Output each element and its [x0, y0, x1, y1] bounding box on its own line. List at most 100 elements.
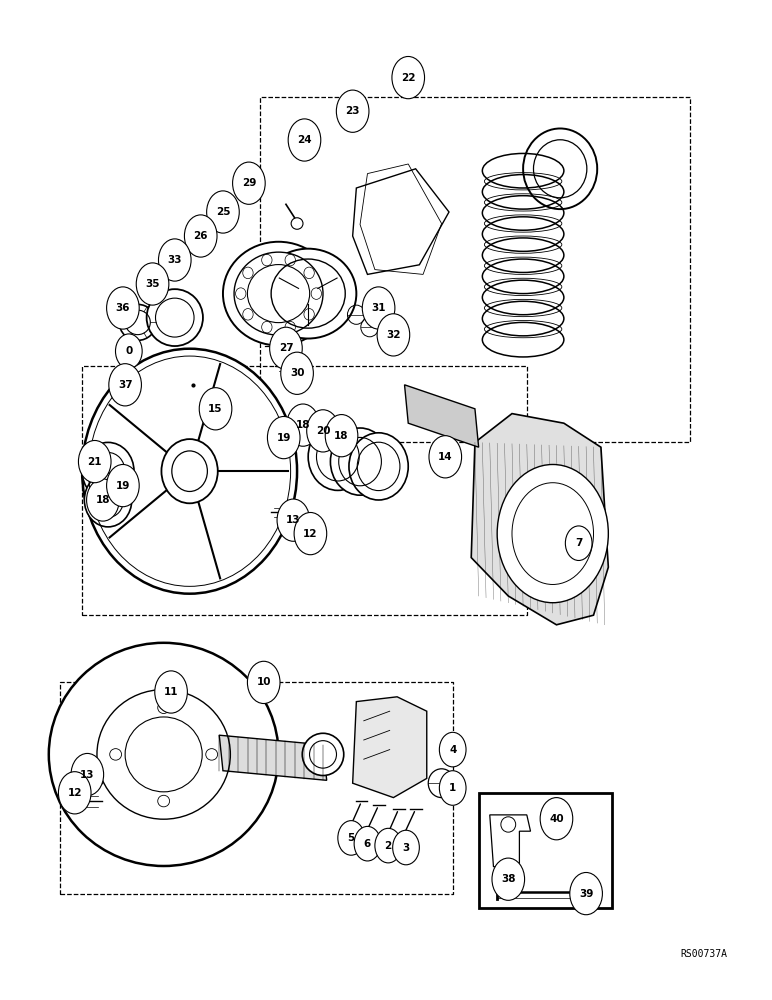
Circle shape: [540, 798, 573, 840]
Text: 19: 19: [116, 481, 130, 491]
Ellipse shape: [260, 249, 357, 339]
Text: 18: 18: [96, 495, 110, 505]
Text: 26: 26: [194, 231, 208, 241]
Circle shape: [392, 56, 425, 99]
Circle shape: [116, 334, 142, 368]
Ellipse shape: [291, 218, 303, 229]
Ellipse shape: [161, 439, 218, 503]
Text: 20: 20: [316, 426, 330, 436]
Circle shape: [439, 732, 466, 767]
Polygon shape: [489, 815, 530, 867]
Ellipse shape: [544, 806, 568, 831]
Circle shape: [59, 772, 91, 814]
Circle shape: [306, 410, 340, 452]
Text: 3: 3: [402, 843, 410, 853]
Circle shape: [377, 314, 410, 356]
Circle shape: [439, 771, 466, 805]
Circle shape: [158, 239, 191, 281]
Ellipse shape: [349, 433, 408, 500]
Text: 13: 13: [286, 515, 300, 525]
Circle shape: [107, 464, 139, 507]
Ellipse shape: [84, 473, 132, 527]
Circle shape: [338, 821, 364, 855]
Ellipse shape: [303, 733, 344, 776]
Text: 38: 38: [501, 874, 516, 884]
Circle shape: [286, 404, 320, 446]
Ellipse shape: [497, 464, 608, 603]
Text: 32: 32: [386, 330, 401, 340]
Circle shape: [79, 440, 111, 483]
Circle shape: [267, 416, 300, 459]
Circle shape: [185, 215, 217, 257]
Ellipse shape: [223, 242, 334, 345]
Circle shape: [362, 287, 395, 329]
Text: 15: 15: [208, 404, 223, 414]
Circle shape: [281, 352, 313, 394]
Circle shape: [429, 436, 462, 478]
Polygon shape: [405, 385, 479, 447]
Text: 13: 13: [80, 770, 95, 780]
Text: 23: 23: [345, 106, 360, 116]
Circle shape: [154, 671, 188, 713]
Text: 6: 6: [364, 839, 371, 849]
Text: 0: 0: [125, 346, 133, 356]
Circle shape: [232, 162, 266, 204]
Text: 27: 27: [279, 343, 293, 353]
Text: 18: 18: [334, 431, 349, 441]
Text: 14: 14: [438, 452, 452, 462]
Circle shape: [288, 119, 321, 161]
Text: RS00737A: RS00737A: [680, 949, 727, 959]
Text: 25: 25: [215, 207, 230, 217]
Text: 12: 12: [303, 529, 317, 539]
Circle shape: [325, 415, 358, 457]
Ellipse shape: [49, 643, 279, 866]
Text: 19: 19: [276, 433, 291, 443]
Polygon shape: [353, 697, 427, 798]
Polygon shape: [353, 169, 449, 274]
Text: 39: 39: [579, 889, 594, 899]
Text: 29: 29: [242, 178, 256, 188]
Text: 33: 33: [168, 255, 182, 265]
Text: 4: 4: [449, 745, 456, 755]
Text: 10: 10: [256, 677, 271, 687]
Ellipse shape: [308, 423, 367, 490]
Text: 1: 1: [449, 783, 456, 793]
Text: 18: 18: [296, 420, 310, 430]
Text: 40: 40: [549, 814, 564, 824]
Circle shape: [570, 872, 602, 915]
Ellipse shape: [330, 428, 390, 495]
Text: 5: 5: [347, 833, 355, 843]
Circle shape: [86, 479, 119, 521]
Ellipse shape: [82, 442, 134, 500]
Polygon shape: [219, 735, 327, 780]
Circle shape: [109, 364, 141, 406]
Text: 21: 21: [87, 457, 102, 467]
Text: 31: 31: [371, 303, 386, 313]
Circle shape: [71, 753, 103, 796]
Text: 24: 24: [297, 135, 312, 145]
Circle shape: [199, 388, 232, 430]
Circle shape: [247, 661, 280, 704]
Text: 22: 22: [401, 73, 415, 83]
FancyBboxPatch shape: [479, 793, 612, 908]
Ellipse shape: [82, 349, 297, 594]
Circle shape: [337, 90, 369, 132]
Circle shape: [136, 263, 169, 305]
Circle shape: [375, 828, 401, 863]
Circle shape: [294, 512, 327, 555]
Circle shape: [492, 858, 525, 900]
Ellipse shape: [234, 252, 323, 335]
Text: 36: 36: [116, 303, 130, 313]
Text: 7: 7: [575, 538, 582, 548]
Text: 12: 12: [67, 788, 82, 798]
Text: 2: 2: [384, 841, 392, 851]
Circle shape: [107, 287, 139, 329]
Polygon shape: [471, 414, 608, 625]
Text: 11: 11: [164, 687, 178, 697]
Circle shape: [354, 826, 381, 861]
Circle shape: [207, 191, 239, 233]
Ellipse shape: [428, 769, 455, 798]
Ellipse shape: [147, 289, 203, 346]
Text: 37: 37: [118, 380, 133, 390]
Circle shape: [277, 499, 310, 541]
